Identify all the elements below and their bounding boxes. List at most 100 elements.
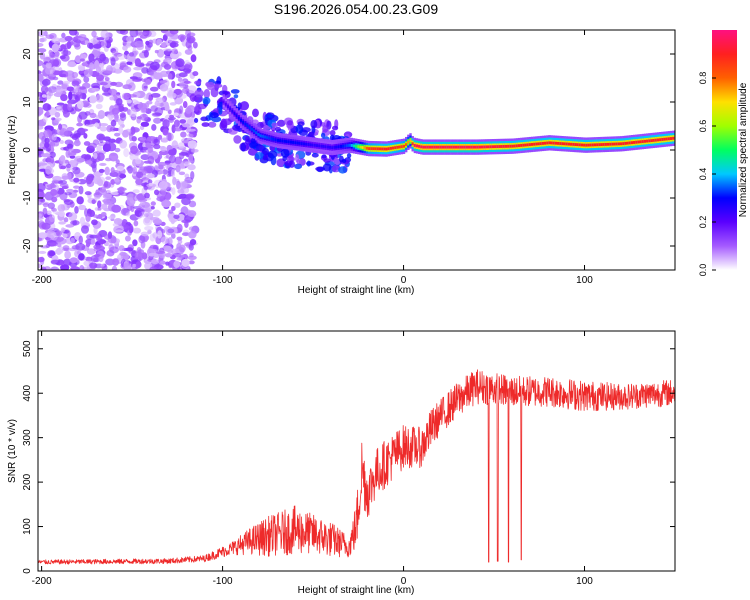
spectrogram-noise-cell [177, 142, 185, 149]
spectrogram-noise-cell [137, 102, 147, 110]
spectrogram-ridge-cell [263, 135, 267, 139]
spectrogram-noise-cell [51, 37, 62, 44]
spectrogram-noise-cell [159, 170, 164, 175]
spectrogram-ridge-cell [320, 144, 323, 148]
spectrogram-noise-cell [154, 100, 160, 107]
spectrogram-noise-cell [177, 189, 185, 194]
spectrogram-ridge-cell [483, 145, 486, 149]
spectrogram-ridge-cell [583, 143, 586, 147]
spectrogram-cluster-cell [329, 129, 336, 136]
snr-xtick-label: -100 [213, 576, 233, 587]
spectrogram-noise-cell [40, 153, 51, 158]
spectrogram-noise-cell [182, 123, 191, 128]
spectrogram-noise-cell [189, 252, 194, 258]
spectrogram-noise-cell [49, 53, 56, 59]
spectrogram-noise-cell [58, 123, 63, 130]
spectrogram-ridge-cell [363, 146, 367, 150]
spectrogram-noise-cell [87, 142, 98, 149]
spectrogram-ridge-cell [441, 145, 445, 149]
snr-xlabel: Height of straight line (km) [298, 585, 415, 596]
spectrogram-noise-cell [153, 117, 162, 124]
spectrogram-ridge-cell [639, 140, 642, 144]
spectrogram-ridge-cell [452, 145, 456, 149]
spectrogram-noise-cell [66, 40, 72, 49]
spectrogram-noise-cell [190, 148, 199, 153]
spectrogram-noise-cell [83, 133, 88, 139]
spectrogram-noise-cell [87, 42, 94, 49]
spectrogram-ridge-cell [229, 107, 232, 111]
spectrogram-ridge-cell [352, 144, 356, 148]
spectrogram-ytick-label: 20 [22, 48, 33, 60]
spectrogram-noise-cell [99, 126, 107, 132]
spectrogram-noise-cell [156, 38, 162, 45]
spectrogram-noise-cell [167, 228, 175, 234]
spectrogram-ridge-cell [357, 145, 360, 149]
spectrogram-noise-cell [144, 204, 153, 213]
spectrogram-noise-cell [45, 62, 52, 69]
spectrogram-ridge-cell [533, 142, 536, 146]
spectrogram-noise-cell [178, 171, 186, 176]
spectrogram-noise-cell [47, 202, 56, 209]
spectrogram-noise-cell [80, 40, 86, 45]
spectrogram-noise-cell [38, 250, 47, 254]
spectrogram-noise-cell [176, 236, 183, 241]
spectrogram-ridge-cell [300, 142, 304, 146]
spectrogram-noise-cell [101, 203, 108, 210]
spectrogram-noise-cell [173, 112, 179, 117]
spectrogram-noise-cell [46, 210, 52, 216]
spectrogram-noise-cell [53, 119, 60, 124]
spectrogram-cluster-cell [203, 89, 210, 99]
spectrogram-ridge-cell [528, 143, 532, 147]
spectrogram-noise-cell [137, 31, 147, 36]
spectrogram-noise-cell [172, 176, 177, 186]
snr-ytick-label: 400 [22, 384, 33, 401]
spectrogram-noise-cell [91, 118, 97, 125]
spectrogram-noise-cell [139, 125, 145, 131]
spectrogram-noise-cell [119, 251, 127, 257]
colorbar-tick-label: 0.4 [698, 168, 708, 181]
spectrogram-noise-cell [38, 263, 42, 269]
spectrogram-cluster-cell [192, 96, 200, 102]
spectrogram-ridge-cell [609, 142, 612, 146]
spectrogram-noise-cell [159, 83, 169, 92]
spectrogram-ridge-cell [322, 145, 325, 148]
spectrogram-ridge-cell [637, 140, 640, 144]
spectrogram-ridge-cell [411, 142, 414, 146]
spectrogram-noise-cell [109, 96, 115, 101]
spectrogram-noise-cell [167, 132, 172, 142]
spectrogram-noise-cell [38, 199, 42, 206]
spectrogram-noise-cell [79, 216, 86, 226]
spectrogram-ridge-cell [259, 134, 262, 138]
spectrogram-noise-cell [66, 126, 75, 132]
spectrogram-ridge-cell [593, 143, 597, 147]
spectrogram-noise-cell [74, 31, 80, 37]
spectrogram-noise-cell [134, 251, 143, 260]
spectrogram-noise-cell [140, 146, 149, 151]
spectrogram-ridge-cell [541, 141, 545, 145]
spectrogram-ridge-cell [365, 146, 369, 150]
snr-plot-area [38, 331, 675, 571]
spectrogram-noise-cell [161, 42, 167, 48]
spectrogram-noise-cell [129, 108, 137, 118]
spectrogram-noise-cell [116, 53, 127, 60]
spectrogram-noise-cell [51, 117, 56, 121]
spectrogram-noise-cell [135, 261, 142, 268]
spectrogram-noise-cell [183, 64, 191, 69]
spectrogram-ridge-cell [543, 141, 547, 145]
spectrogram-noise-cell [52, 175, 62, 182]
spectrogram-noise-cell [62, 245, 70, 251]
spectrogram-noise-cell [95, 233, 101, 242]
spectrogram-noise-cell [163, 63, 172, 70]
spectrogram-noise-cell [119, 113, 127, 121]
figure-title: S196.2026.054.00.23.G09 [274, 1, 438, 17]
spectrogram-ridge-cell [374, 147, 377, 151]
spectrogram-cluster-cell [208, 121, 217, 128]
spectrogram-noise-cell [117, 254, 123, 262]
spectrogram-noise-cell [99, 53, 107, 62]
spectrogram-noise-cell [95, 103, 103, 110]
spectrogram-noise-cell [157, 230, 163, 239]
snr-frame [37, 330, 676, 572]
spectrogram-noise-cell [60, 227, 65, 233]
spectrogram-ylabel: Frequency (Hz) [7, 116, 18, 185]
spectrogram-ytick-label: -20 [22, 238, 33, 253]
